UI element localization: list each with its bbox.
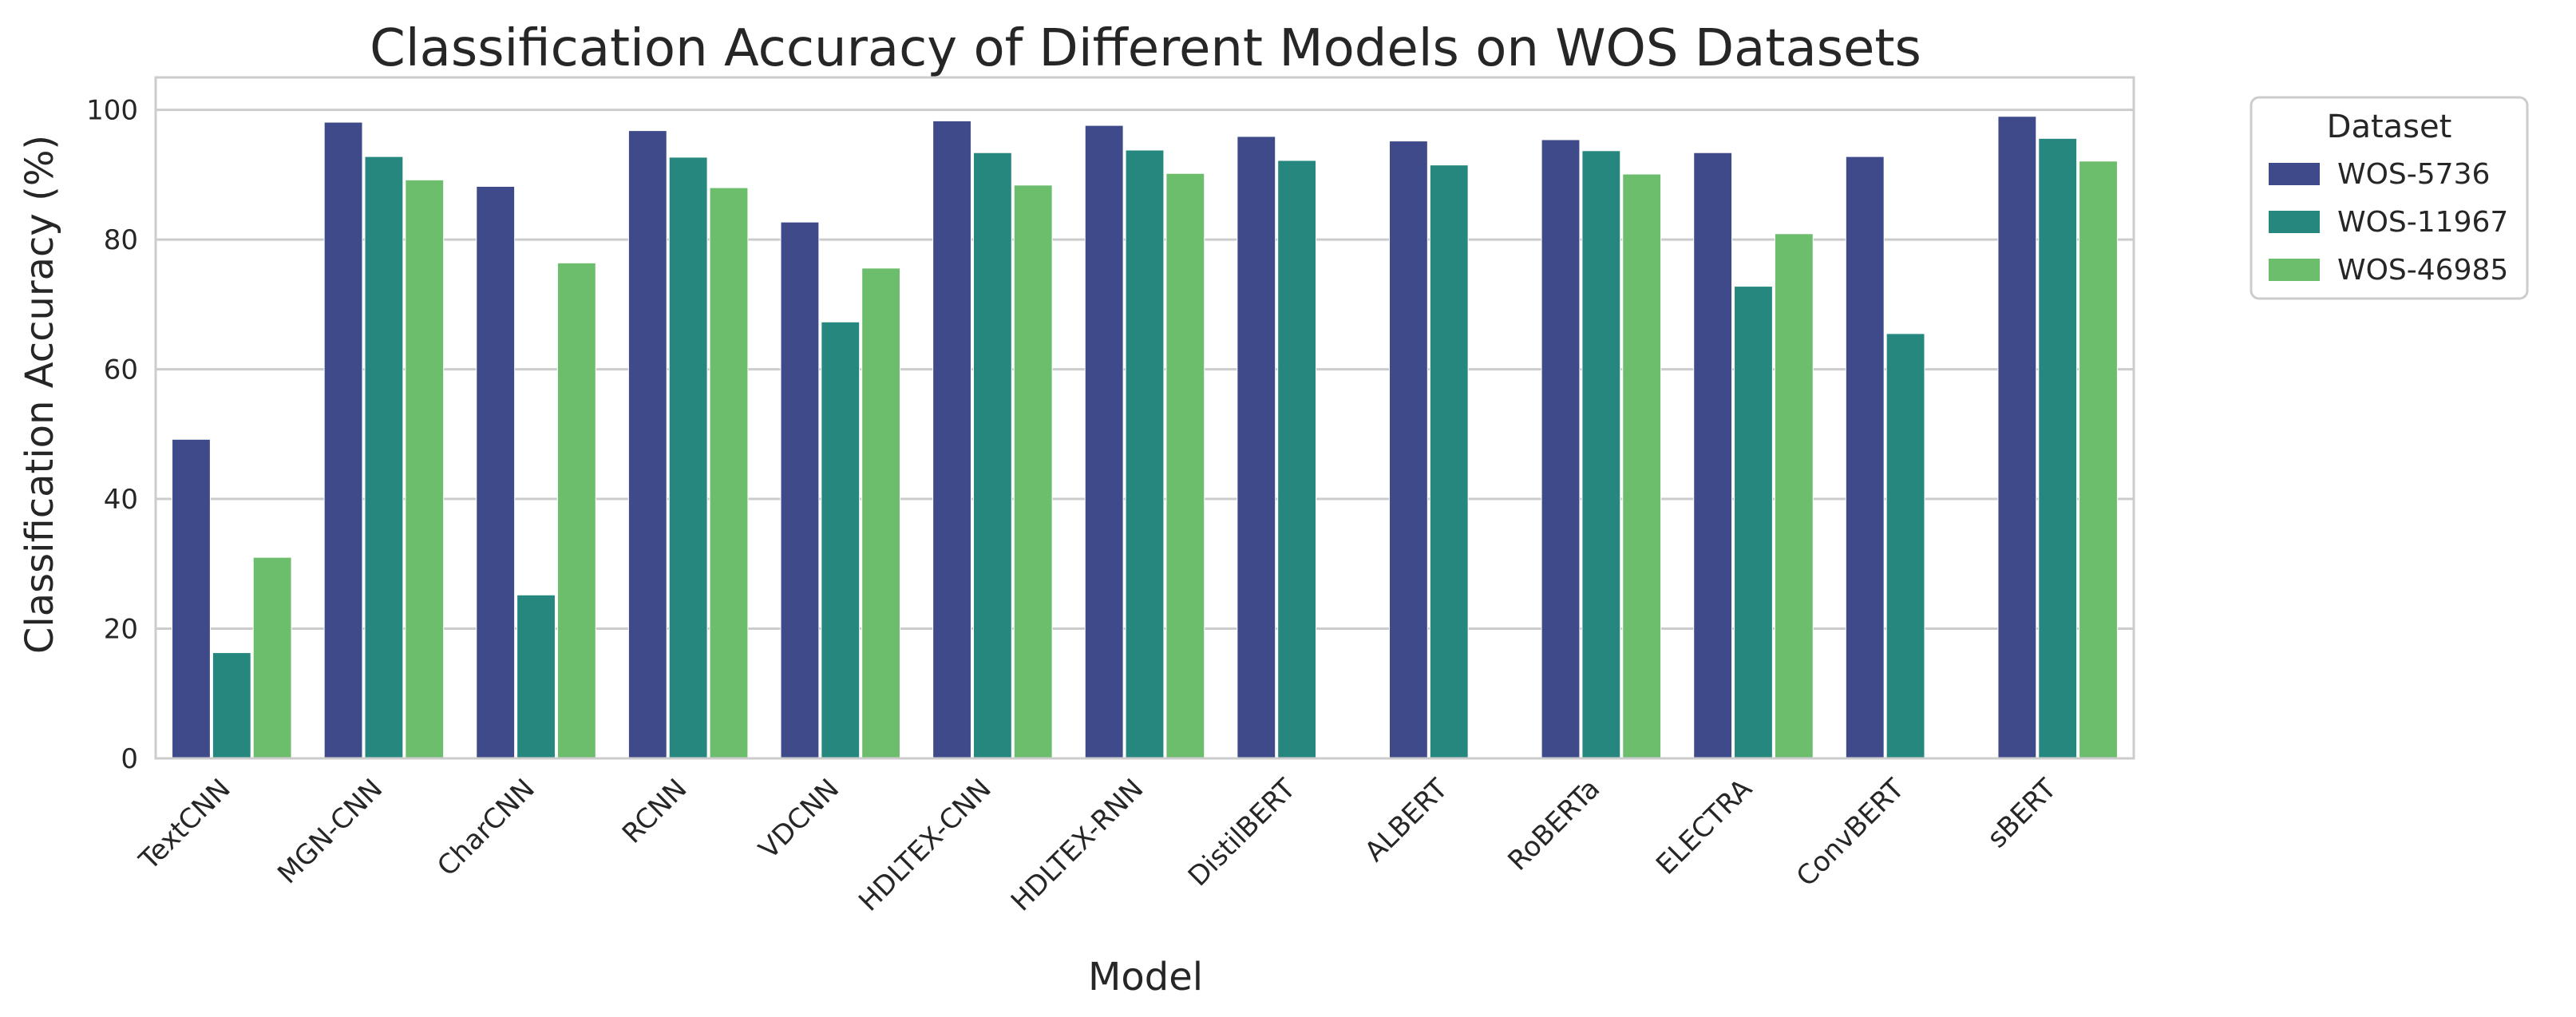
- x-axis-label: Model: [1088, 955, 1203, 999]
- legend-label: WOS-11967: [2337, 206, 2508, 239]
- bar-wos-11967-distilbert: [1277, 160, 1317, 759]
- bar-wos-46985-hdltex-rnn: [1165, 172, 1205, 759]
- legend: Dataset WOS-5736 WOS-11967 WOS-46985: [2250, 96, 2529, 300]
- x-ticks: TextCNN MGN-CNN CharCNN RCNN VDCNN HDLTEX-CNN…: [133, 773, 2063, 918]
- x-tick-label: ELECTRA: [1650, 773, 1759, 881]
- x-tick-label: CharCNN: [431, 773, 541, 883]
- legend-title: Dataset: [2327, 109, 2452, 145]
- bar-wos-5736-distilbert: [1237, 136, 1276, 759]
- bar-wos-11967-hdltex-cnn: [972, 152, 1012, 759]
- x-tick-label: MGN-CNN: [271, 773, 389, 890]
- x-tick-label: TextCNN: [133, 773, 236, 877]
- plot-frame: [154, 76, 2135, 760]
- legend-swatch: [2269, 211, 2320, 233]
- x-tick-label: HDLTEX-CNN: [853, 773, 998, 918]
- bar-wos-11967-albert: [1429, 164, 1469, 759]
- bar-wos-46985-mgn-cnn: [405, 179, 445, 759]
- bar-wos-5736-convbert: [1845, 156, 1885, 759]
- bar-wos-11967-mgn-cnn: [364, 156, 404, 759]
- y-tick-label: 0: [121, 743, 138, 775]
- x-tick-label: DistilBERT: [1182, 773, 1302, 892]
- bar-wos-11967-charcnn: [516, 594, 556, 759]
- bar-wos-5736-sbert: [1997, 116, 2037, 759]
- bar-wos-46985-charcnn: [556, 262, 596, 759]
- bar-wos-5736-roberta: [1541, 139, 1581, 759]
- bar-wos-5736-hdltex-cnn: [932, 120, 971, 759]
- x-tick-label: RCNN: [616, 773, 694, 850]
- bar-wos-11967-roberta: [1581, 150, 1621, 759]
- bar-wos-5736-mgn-cnn: [323, 121, 363, 759]
- x-tick-label: ALBERT: [1359, 773, 1454, 869]
- chart-title: Classification Accuracy of Different Mod…: [370, 19, 1921, 78]
- bar-wos-46985-textcnn: [252, 556, 292, 759]
- legend-swatch: [2269, 259, 2320, 281]
- bars: [172, 116, 2118, 759]
- bar-wos-5736-hdltex-rnn: [1084, 125, 1124, 759]
- x-tick-label: sBERT: [1981, 773, 2063, 854]
- bar-wos-46985-electra: [1774, 233, 1814, 759]
- y-ticks: 0 20 40 60 80 100: [86, 95, 138, 775]
- bar-wos-5736-albert: [1388, 140, 1428, 759]
- y-tick-label: 40: [104, 484, 138, 516]
- bar-wos-11967-electra: [1734, 286, 1773, 759]
- bar-wos-5736-rcnn: [627, 130, 667, 759]
- bar-wos-5736-textcnn: [172, 438, 211, 759]
- bar-wos-46985-hdltex-cnn: [1013, 184, 1053, 759]
- legend-label: WOS-46985: [2337, 254, 2508, 287]
- legend-swatch: [2269, 163, 2320, 185]
- bar-wos-11967-convbert: [1886, 333, 1925, 759]
- bar-wos-5736-vdcnn: [780, 221, 820, 759]
- x-tick-label: HDLTEX-RNN: [1005, 773, 1150, 917]
- bar-wos-46985-vdcnn: [861, 267, 901, 759]
- legend-frame: [2250, 96, 2529, 300]
- x-tick-label: ConvBERT: [1791, 773, 1911, 893]
- bar-wos-5736-electra: [1693, 152, 1733, 759]
- legend-label: WOS-5736: [2337, 158, 2490, 191]
- y-tick-label: 20: [104, 614, 138, 646]
- y-axis-label: Classification Accuracy (%): [18, 135, 62, 654]
- y-tick-label: 100: [86, 95, 138, 127]
- bar-wos-11967-vdcnn: [821, 321, 861, 759]
- bar-wos-46985-rcnn: [709, 187, 749, 759]
- bar-wos-5736-charcnn: [476, 185, 516, 759]
- bar-wos-46985-sbert: [2079, 160, 2118, 759]
- bar-wos-11967-sbert: [2038, 137, 2078, 759]
- bar-wos-11967-hdltex-rnn: [1125, 149, 1165, 759]
- bar-wos-11967-textcnn: [212, 652, 251, 759]
- x-tick-label: RoBERTa: [1502, 773, 1607, 877]
- x-tick-label: VDCNN: [753, 773, 845, 865]
- bar-wos-11967-rcnn: [668, 156, 708, 759]
- y-tick-label: 80: [104, 224, 138, 256]
- y-tick-label: 60: [104, 354, 138, 386]
- bar-wos-46985-roberta: [1622, 173, 1662, 759]
